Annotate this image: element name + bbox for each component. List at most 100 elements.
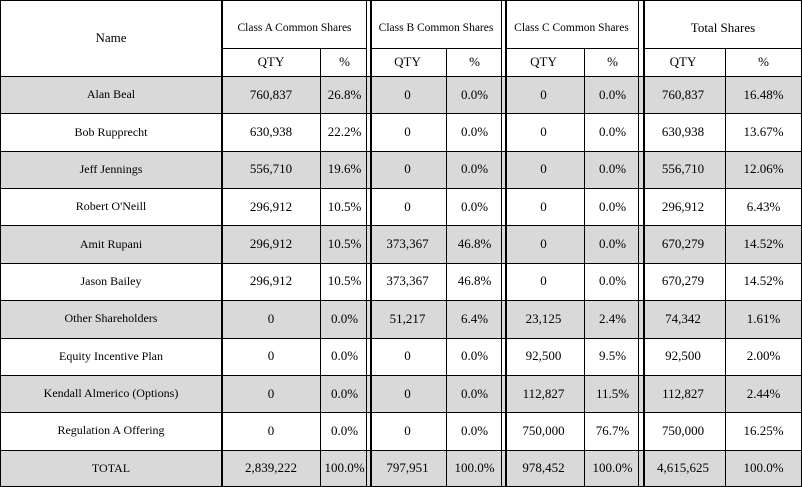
h-line [0, 338, 802, 339]
cell: 74,342 [665, 310, 701, 326]
cell: 19.6% [327, 161, 362, 177]
header-group: Class B Common Shares [378, 22, 494, 34]
cell: 0.0% [460, 385, 489, 401]
cell: 2,839,222 [245, 460, 297, 476]
cell: 6.43% [746, 198, 781, 214]
row-shade [0, 150, 802, 189]
cell: 670,279 [661, 273, 705, 289]
cell: 750,000 [661, 422, 705, 438]
cell: 14.52% [743, 273, 784, 289]
v-line [643, 0, 645, 487]
cell: 0.0% [330, 310, 359, 326]
cell: 630,938 [661, 124, 705, 140]
cell: 16.25% [743, 422, 784, 438]
h-line [0, 76, 802, 77]
v-line [501, 0, 502, 487]
cell: 0 [540, 124, 547, 140]
cell: 556,710 [661, 161, 705, 177]
cell: 760,837 [249, 86, 293, 102]
cell: 630,938 [249, 124, 293, 140]
cell: 51,217 [389, 310, 426, 326]
row-label: Jason Bailey [80, 273, 142, 288]
cell: 296,912 [661, 198, 705, 214]
cell: 0.0% [460, 161, 489, 177]
row-shade [0, 76, 802, 114]
v-line [370, 0, 372, 487]
cell: 0 [540, 273, 547, 289]
h-line [0, 450, 802, 451]
cell: 46.8% [457, 236, 492, 252]
cell: 12.06% [743, 161, 784, 177]
cell: 760,837 [661, 86, 705, 102]
cell: 13.67% [743, 124, 784, 140]
header-sub: QTY [394, 54, 421, 69]
cell: 10.5% [327, 273, 362, 289]
cell: 0.0% [460, 348, 489, 364]
cell: 0 [267, 422, 275, 438]
row-shade [0, 300, 802, 338]
cell: 92,500 [525, 348, 562, 364]
cell: 978,452 [522, 460, 565, 476]
cell: 0 [267, 348, 275, 364]
h-line [505, 48, 638, 49]
cell: 0.0% [598, 236, 627, 252]
cell: 0.0% [460, 124, 489, 140]
header-group: Class C Common Shares [514, 22, 629, 34]
h-line [0, 300, 802, 301]
cell: 2.4% [598, 310, 627, 326]
v-line [638, 0, 639, 487]
cell: 296,912 [249, 273, 293, 289]
cell: 100.0% [454, 460, 495, 476]
row-label: Kendall Almerico (Options) [43, 386, 179, 401]
cell: 0.0% [460, 86, 489, 102]
h-line [371, 48, 501, 49]
header-sub: % [607, 54, 618, 69]
cell: 92,500 [665, 348, 701, 364]
row-label: Bob Rupprecht [74, 124, 148, 139]
cell: 1.61% [746, 310, 781, 326]
row-label: Other Shareholders [64, 311, 158, 326]
cell: 0 [404, 86, 411, 102]
cell: 10.5% [327, 236, 362, 252]
cell: 4,615,625 [657, 460, 709, 476]
row-shade [0, 374, 802, 413]
cell: 0.0% [598, 198, 627, 214]
v-line [0, 0, 1, 487]
cell: 556,710 [249, 161, 293, 177]
cell: 0.0% [330, 348, 359, 364]
cell: 0 [540, 86, 547, 102]
row-shade [0, 225, 802, 263]
cell: 10.5% [327, 198, 362, 214]
cell: 373,367 [386, 236, 429, 252]
header-group: Class A Common Shares [237, 22, 352, 34]
cell: 0.0% [460, 198, 489, 214]
row-label: Alan Beal [86, 87, 136, 102]
cell: 373,367 [386, 273, 429, 289]
h-line [0, 113, 802, 114]
row-shade [0, 449, 802, 487]
cell: 0 [267, 385, 275, 401]
cell: 0.0% [598, 86, 627, 102]
h-line [0, 188, 802, 189]
header-name: Name [95, 30, 127, 45]
v-line [505, 0, 507, 487]
cell: 0 [540, 161, 547, 177]
cell: 0.0% [598, 124, 627, 140]
cell: 23,125 [525, 310, 562, 326]
cell: 0.0% [330, 422, 359, 438]
v-line [584, 48, 585, 487]
header-sub: QTY [257, 54, 285, 69]
cell: 46.8% [457, 273, 492, 289]
header-sub: QTY [669, 54, 697, 69]
cell: 0 [404, 198, 411, 214]
h-line [222, 48, 367, 49]
row-label: Amit Rupani [79, 236, 143, 251]
cell: 0.0% [330, 385, 359, 401]
row-label: Robert O'Neill [75, 199, 147, 214]
cell: 2.00% [746, 348, 781, 364]
h-line [0, 263, 802, 264]
row-label: Equity Incentive Plan [59, 348, 163, 363]
cell: 9.5% [598, 348, 627, 364]
cell: 0 [540, 236, 547, 252]
